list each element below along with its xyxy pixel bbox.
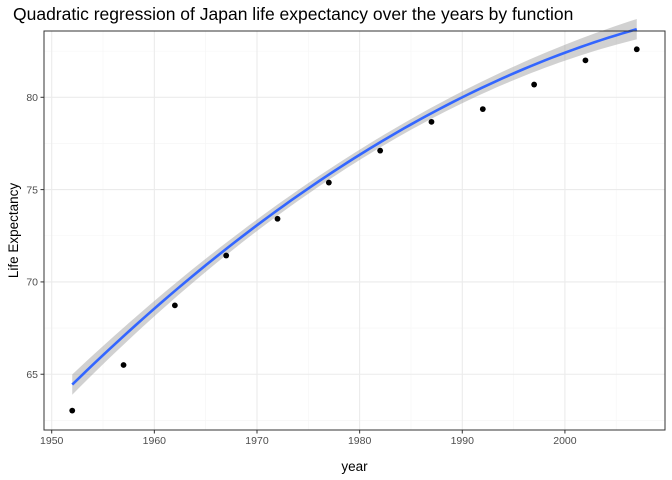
regression-line xyxy=(71,27,638,386)
major-gridlines xyxy=(44,31,665,430)
x-axis-ticks: 1950 1960 1970 1980 1990 2000 xyxy=(40,430,577,447)
x-axis-title: year xyxy=(341,459,368,474)
y-tick-label: 70 xyxy=(26,277,38,289)
y-tick-label: 75 xyxy=(26,184,38,196)
y-tick-label: 65 xyxy=(26,369,38,381)
data-point xyxy=(633,46,640,53)
x-tick-label: 1980 xyxy=(348,435,372,447)
data-point xyxy=(479,106,486,113)
data-point xyxy=(171,302,178,309)
x-tick-label: 2000 xyxy=(553,435,577,447)
data-points xyxy=(69,46,640,414)
data-point xyxy=(582,57,589,64)
data-point xyxy=(377,147,384,154)
x-tick-label: 1990 xyxy=(451,435,475,447)
confidence-band xyxy=(72,19,637,395)
data-point xyxy=(531,81,538,88)
data-point xyxy=(428,118,435,125)
minor-gridlines xyxy=(44,31,665,430)
y-tick-label: 80 xyxy=(26,92,38,104)
y-axis-title: Life Expectancy xyxy=(6,183,21,279)
x-tick-label: 1950 xyxy=(40,435,64,447)
data-point xyxy=(223,252,230,259)
data-point xyxy=(120,362,127,368)
panel-border xyxy=(43,30,666,431)
x-tick-label: 1960 xyxy=(143,435,167,447)
y-axis-ticks: 65 70 75 80 xyxy=(26,92,44,381)
data-point xyxy=(69,407,76,414)
chart-title: Quadratic regression of Japan life expec… xyxy=(13,4,574,24)
x-tick-label: 1970 xyxy=(245,435,269,447)
data-point xyxy=(325,179,332,186)
data-point xyxy=(274,215,281,222)
